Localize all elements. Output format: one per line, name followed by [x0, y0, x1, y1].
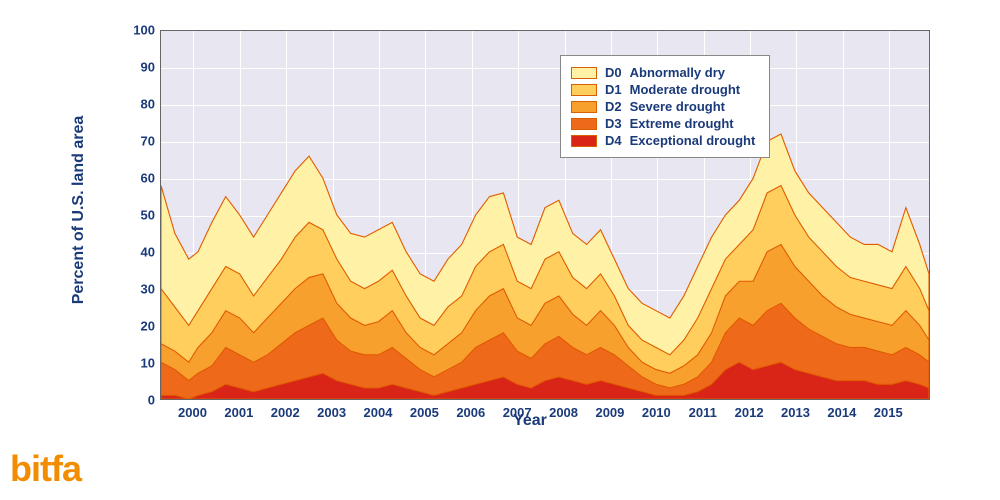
legend-swatch — [571, 84, 597, 96]
y-tick-label: 60 — [125, 171, 155, 186]
legend-code: D3 — [605, 116, 622, 131]
legend-swatch — [571, 118, 597, 130]
x-tick-label: 2001 — [224, 405, 253, 420]
legend-label: Moderate drought — [630, 82, 741, 97]
x-tick-label: 2000 — [178, 405, 207, 420]
legend-item-D2: D2 Severe drought — [571, 98, 755, 115]
x-tick-label: 2012 — [735, 405, 764, 420]
x-tick-label: 2006 — [456, 405, 485, 420]
y-tick-label: 20 — [125, 319, 155, 334]
x-tick-label: 2003 — [317, 405, 346, 420]
plot-area — [160, 30, 930, 400]
x-tick-label: 2002 — [271, 405, 300, 420]
legend-code: D4 — [605, 133, 622, 148]
x-tick-label: 2009 — [595, 405, 624, 420]
x-tick-label: 2011 — [689, 405, 717, 420]
bitfa-logo: bitfa — [10, 448, 81, 490]
y-axis-label: Percent of U.S. land area — [70, 116, 88, 305]
x-tick-label: 2005 — [410, 405, 439, 420]
y-tick-label: 100 — [125, 23, 155, 38]
legend-code: D2 — [605, 99, 622, 114]
area-svg — [161, 31, 929, 399]
legend-label: Extreme drought — [630, 116, 734, 131]
legend-item-D4: D4 Exceptional drought — [571, 132, 755, 149]
legend-label: Abnormally dry — [630, 65, 725, 80]
legend-label: Severe drought — [630, 99, 725, 114]
legend-label: Exceptional drought — [630, 133, 756, 148]
x-tick-label: 2014 — [827, 405, 856, 420]
y-tick-label: 50 — [125, 208, 155, 223]
x-tick-label: 2007 — [503, 405, 532, 420]
y-tick-label: 70 — [125, 134, 155, 149]
legend-item-D0: D0 Abnormally dry — [571, 64, 755, 81]
legend-code: D0 — [605, 65, 622, 80]
y-tick-label: 30 — [125, 282, 155, 297]
legend-item-D3: D3 Extreme drought — [571, 115, 755, 132]
x-tick-label: 2013 — [781, 405, 810, 420]
legend-swatch — [571, 101, 597, 113]
x-tick-label: 2015 — [874, 405, 903, 420]
y-tick-label: 0 — [125, 393, 155, 408]
x-tick-label: 2010 — [642, 405, 671, 420]
legend-code: D1 — [605, 82, 622, 97]
x-tick-label: 2004 — [364, 405, 393, 420]
y-tick-label: 40 — [125, 245, 155, 260]
y-tick-label: 80 — [125, 97, 155, 112]
legend-swatch — [571, 67, 597, 79]
legend-item-D1: D1 Moderate drought — [571, 81, 755, 98]
y-tick-label: 90 — [125, 60, 155, 75]
drought-chart: D0 Abnormally dry D1 Moderate drought D2 Seve… — [120, 20, 940, 440]
x-tick-label: 2008 — [549, 405, 578, 420]
legend: D0 Abnormally dry D1 Moderate drought D2 Seve… — [560, 55, 770, 158]
y-tick-label: 10 — [125, 356, 155, 371]
legend-swatch — [571, 135, 597, 147]
